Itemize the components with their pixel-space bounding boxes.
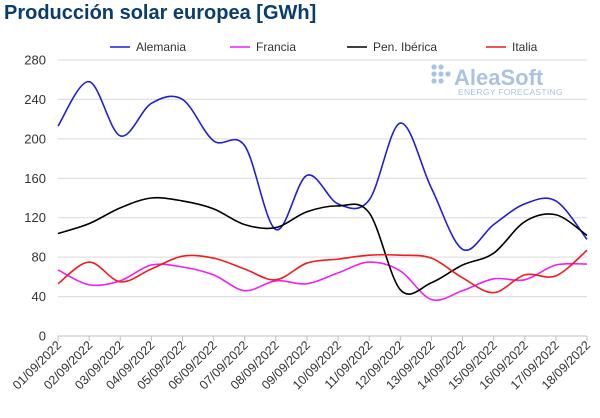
series-line-italia bbox=[57, 249, 588, 294]
legend-label-alemania: Alemania bbox=[136, 40, 186, 54]
y-axis-ticks: 0 40 80 120 160 200 240 280 bbox=[24, 53, 46, 344]
logo-name: AleaSoft bbox=[454, 65, 544, 90]
logo-tagline: ENERGY FORECASTING bbox=[458, 87, 563, 97]
series-line-pen-iberica bbox=[57, 196, 588, 295]
y-tick-label: 0 bbox=[39, 329, 46, 344]
legend-label-italia: Italia bbox=[512, 40, 538, 54]
series-line-francia bbox=[57, 261, 588, 302]
legend: Alemania Francia Pen. Ibérica Italia bbox=[110, 40, 538, 54]
series-lines bbox=[57, 80, 588, 302]
gridlines bbox=[58, 59, 587, 337]
y-tick-label: 160 bbox=[24, 171, 46, 186]
y-tick-label: 40 bbox=[32, 289, 46, 304]
y-tick-label: 280 bbox=[24, 53, 46, 68]
legend-label-francia: Francia bbox=[256, 40, 296, 54]
y-tick-label: 200 bbox=[24, 131, 46, 146]
y-tick-label: 120 bbox=[24, 210, 46, 225]
series-line-alemania bbox=[57, 80, 588, 252]
y-tick-label: 240 bbox=[24, 92, 46, 107]
legend-label-pen-iberica: Pen. Ibérica bbox=[373, 40, 437, 54]
y-tick-label: 80 bbox=[32, 250, 46, 265]
x-axis-ticks: 01/09/202202/09/202203/09/202204/09/2022… bbox=[10, 336, 593, 392]
chart-title: Producción solar europea [GWh] bbox=[4, 2, 317, 24]
aleasoft-logo: AleaSoft ENERGY FORECASTING bbox=[431, 64, 563, 97]
